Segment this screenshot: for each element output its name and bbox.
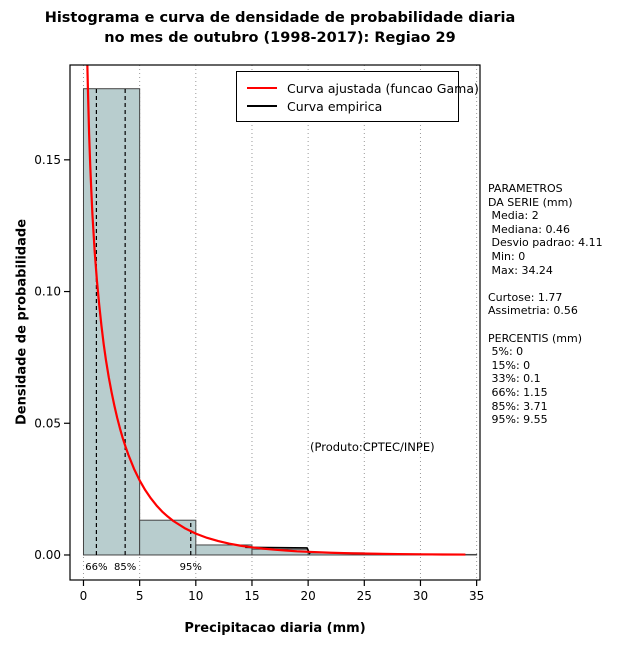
legend-entry-empirical: Curva empirica [247, 97, 448, 115]
statistics-panel-line: Mediana: 0.46 [488, 222, 570, 236]
statistics-panel-line: 95%: 9.55 [488, 413, 548, 427]
legend-label-empirical: Curva empirica [287, 98, 383, 114]
statistics-panel-line: 33%: 0.1 [488, 372, 541, 386]
x-tick-label: 5 [136, 589, 144, 603]
empirical-curve-line-icon [247, 105, 277, 107]
x-tick-label: 10 [188, 589, 203, 603]
statistics-panel-line: Max: 34.24 [488, 263, 553, 277]
statistics-panel-line: Curtose: 1.77 [488, 290, 563, 304]
percentile-label: 66% [85, 562, 107, 573]
statistics-panel-line: Media: 2 [488, 209, 539, 223]
statistics-panel-line: 66%: 1.15 [488, 385, 548, 399]
y-tick-label: 0.10 [34, 285, 61, 299]
legend-label-fitted: Curva ajustada (funcao Gama) [287, 80, 479, 96]
histogram-bar [82, 88, 141, 556]
statistics-panel-line [488, 277, 603, 291]
x-tick-label: 30 [413, 589, 428, 603]
x-axis-label: Precipitacao diaria (mm) [184, 621, 366, 636]
y-tick-label: 0.15 [34, 153, 61, 167]
chart-title: Histograma e curva de densidade de proba… [0, 8, 560, 48]
statistics-panel-line: 5%: 0 [488, 345, 524, 359]
x-tick-label: 0 [80, 589, 88, 603]
x-tick-label: 25 [357, 589, 372, 603]
chart-title-line1: Histograma e curva de densidade de proba… [44, 10, 516, 26]
legend-entry-fitted: Curva ajustada (funcao Gama) [247, 79, 479, 97]
y-tick-label: 0.05 [34, 416, 61, 430]
y-tick-label: 0.00 [34, 548, 61, 562]
statistics-panel-line: DA SERIE (mm) [488, 195, 573, 209]
x-tick-label: 15 [244, 589, 259, 603]
plot-border [69, 64, 481, 581]
x-tick-label: 35 [469, 589, 484, 603]
x-tick-label: 20 [300, 589, 315, 603]
fitted-curve-line-icon [247, 87, 277, 89]
fitted-gamma-curve [86, 65, 466, 556]
statistics-panel-line: Desvio padrao: 4.11 [488, 236, 603, 250]
statistics-panel-line: Assimetria: 0.56 [488, 304, 578, 318]
product-annotation: (Produto:CPTEC/INPE) [310, 440, 435, 454]
statistics-panel-line [488, 318, 603, 332]
chart-legend: Curva ajustada (funcao Gama) Curva empir… [236, 71, 479, 122]
statistics-panel: PARAMETROS DA SERIE (mm) Media: 2 Mediana… [488, 182, 603, 427]
histogram-bar [139, 519, 197, 556]
statistics-panel-line: 85%: 3.71 [488, 399, 548, 413]
statistics-panel-line: PERCENTIS (mm) [488, 331, 582, 345]
percentile-label: 85% [114, 562, 136, 573]
chart-title-line2: no mes de outubro (1998-2017): Regiao 29 [104, 30, 456, 46]
statistics-panel-line: 15%: 0 [488, 358, 531, 372]
percentile-label: 95% [180, 562, 202, 573]
statistics-panel-line: Min: 0 [488, 249, 526, 263]
y-axis-label: Densidade de probabilidade [14, 218, 30, 426]
statistics-panel-line: PARAMETROS [488, 182, 563, 195]
